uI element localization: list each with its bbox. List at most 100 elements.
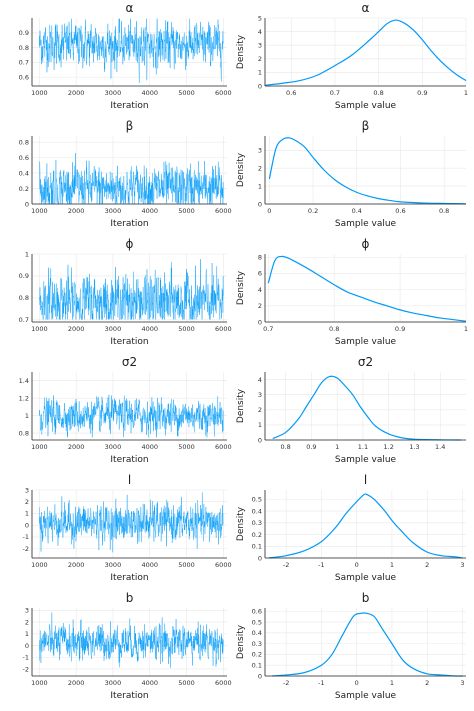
- y-tick-label: 1: [258, 421, 262, 429]
- y-tick-label: 0: [25, 521, 29, 529]
- y-tick-label: 2: [258, 55, 262, 63]
- y-tick-label: 0: [25, 642, 29, 650]
- x-tick-label: 1.3: [409, 443, 419, 451]
- trace-series-b: [39, 612, 224, 668]
- trace-plot-5: 1000 2000 3000 4000 5000 6000 -2 -1 0 1 2 3 b Iterati…: [23, 591, 232, 701]
- density-series-l: [268, 493, 463, 559]
- density-x-axis-label: Sample value: [335, 455, 397, 465]
- x-tick-label: 4000: [141, 443, 158, 451]
- density-series-ϕ: [267, 255, 467, 322]
- x-tick-label: 3: [460, 561, 464, 569]
- y-tick-label: 2: [258, 165, 262, 173]
- x-tick-label: 1: [335, 443, 339, 451]
- x-tick-label: 0.2: [308, 207, 318, 215]
- y-tick-label: 0.9: [19, 272, 29, 280]
- density-title: σ2: [358, 355, 373, 369]
- x-tick-label: 2000: [68, 89, 85, 97]
- x-tick-label: 5000: [178, 207, 195, 215]
- trace-plot-4: 1000 2000 3000 4000 5000 6000 -2 -1 0 1 2 3 l Iterati…: [23, 473, 232, 583]
- y-tick-label: 0.6: [19, 154, 29, 162]
- trace-series-σ2: [39, 394, 224, 438]
- x-tick-label: 0.9: [306, 443, 316, 451]
- y-tick-label: 0: [258, 436, 262, 444]
- trace-x-axis-label: Iteration: [110, 455, 148, 465]
- y-tick-label: 0.8: [19, 44, 29, 52]
- x-tick-label: -2: [283, 679, 289, 687]
- x-tick-label: 1: [390, 561, 394, 569]
- y-tick-label: 0.4: [19, 169, 29, 177]
- x-tick-label: 3000: [105, 89, 122, 97]
- y-tick-label: 0: [258, 200, 262, 208]
- density-series-b: [272, 612, 463, 677]
- density-x-axis-label: Sample value: [335, 219, 397, 229]
- trace-series-β: [39, 153, 224, 205]
- trace-title: l: [128, 473, 131, 487]
- y-tick-label: -2: [23, 545, 29, 553]
- density-title: l: [364, 473, 367, 487]
- x-tick-label: -2: [283, 561, 289, 569]
- trace-title: β: [126, 119, 134, 133]
- x-tick-label: 3000: [105, 325, 122, 333]
- y-tick-label: 1: [25, 250, 29, 258]
- y-tick-label: 0: [258, 554, 262, 562]
- density-plot-0: 0.6 0.7 0.8 0.9 1 0 1 2 3 4 5 α Sample value Density: [236, 1, 468, 111]
- x-tick-label: 5000: [178, 679, 195, 687]
- x-tick-label: 4000: [141, 561, 158, 569]
- y-tick-label: 5: [258, 14, 262, 22]
- y-tick-label: 8: [258, 254, 262, 262]
- y-tick-label: 6: [258, 270, 262, 278]
- x-tick-label: 3: [460, 679, 464, 687]
- x-tick-label: 1: [464, 325, 468, 333]
- x-tick-label: 0.7: [330, 89, 340, 97]
- y-tick-label: 3: [258, 42, 262, 50]
- x-tick-label: 6000: [215, 207, 232, 215]
- x-tick-label: 1000: [31, 561, 48, 569]
- x-tick-label: 3000: [105, 561, 122, 569]
- y-tick-label: 1.4: [19, 377, 29, 385]
- x-tick-label: 0.8: [373, 89, 383, 97]
- density-y-axis-label: Density: [236, 388, 246, 423]
- trace-x-axis-label: Iteration: [110, 573, 148, 583]
- density-series-β: [268, 137, 467, 205]
- x-tick-label: 2: [425, 679, 429, 687]
- trace-title: b: [126, 591, 134, 605]
- y-tick-label: 0.2: [252, 651, 262, 659]
- x-tick-label: 1.4: [435, 443, 445, 451]
- y-tick-label: 2: [258, 302, 262, 310]
- y-tick-label: 0.7: [19, 59, 29, 67]
- y-tick-label: 0.6: [19, 73, 29, 81]
- x-tick-label: 1000: [31, 325, 48, 333]
- x-tick-label: 6000: [215, 679, 232, 687]
- x-tick-label: 6000: [215, 325, 232, 333]
- trace-series-l: [39, 492, 224, 553]
- y-tick-label: 1: [258, 182, 262, 190]
- x-tick-label: 0.8: [439, 207, 449, 215]
- y-tick-label: 0.4: [252, 507, 262, 515]
- y-tick-label: 0.9: [19, 29, 29, 37]
- x-tick-label: -1: [318, 561, 324, 569]
- x-tick-label: 1.2: [384, 443, 394, 451]
- density-y-axis-label: Density: [236, 34, 246, 69]
- y-tick-label: 0.5: [252, 496, 262, 504]
- y-tick-label: 1: [25, 510, 29, 518]
- density-x-axis-label: Sample value: [335, 573, 397, 583]
- trace-plot-3: 1000 2000 3000 4000 5000 6000 0.8 1 1.2 1.4 σ2 Iter…: [19, 355, 232, 465]
- y-tick-label: 0.8: [19, 294, 29, 302]
- trace-x-axis-label: Iteration: [110, 219, 148, 229]
- x-tick-label: 0.9: [395, 325, 405, 333]
- y-tick-label: 0.2: [252, 531, 262, 539]
- x-tick-label: 0.7: [263, 325, 273, 333]
- x-tick-label: 0: [355, 679, 359, 687]
- trace-x-axis-label: Iteration: [110, 101, 148, 111]
- y-tick-label: 3: [258, 391, 262, 399]
- trace-x-axis-label: Iteration: [110, 337, 148, 347]
- x-tick-label: 5000: [178, 443, 195, 451]
- x-tick-label: 2000: [68, 679, 85, 687]
- x-tick-label: 1: [390, 679, 394, 687]
- y-tick-label: 1.2: [19, 394, 29, 402]
- y-tick-label: 0.3: [252, 519, 262, 527]
- trace-plot-2: 1000 2000 3000 4000 5000 6000 0.7 0.8 0.9 1 ϕ Itera…: [19, 237, 232, 347]
- density-title: b: [362, 591, 370, 605]
- y-tick-label: -1: [23, 654, 29, 662]
